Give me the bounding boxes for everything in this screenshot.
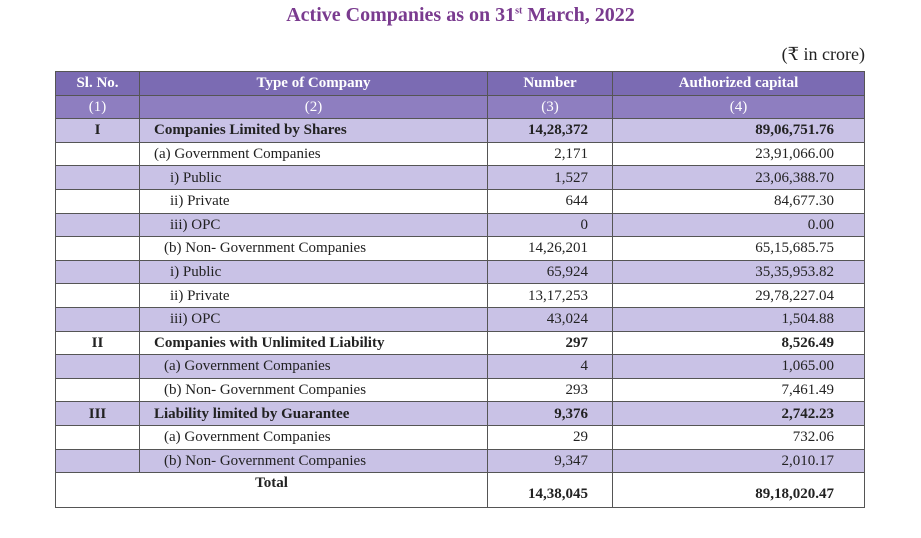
type-cell: i) Public [139,259,488,285]
col-header-type: Type of Company [139,71,488,96]
sl-cell [55,448,140,474]
capital-cell: 2,742.23 [612,401,865,426]
number-cell: 43,024 [487,306,613,332]
companies-table: Sl. No. Type of Company Number Authorize… [55,71,865,509]
sl-cell [55,259,140,285]
sl-cell [55,424,140,450]
sl-cell [55,354,140,379]
sl-cell [55,306,140,332]
type-cell: Companies with Unlimited Liability [139,330,488,356]
sl-cell [55,283,140,308]
header-row: Sl. No. Type of Company Number Authorize… [55,71,865,96]
table-row: i) Public 1,527 23,06,388.70 [55,165,865,190]
table-row: (a) Government Companies 29 732.06 [55,424,865,450]
capital-cell: 29,78,227.04 [612,283,865,308]
type-cell: (b) Non- Government Companies [139,448,488,474]
sl-cell: II [55,330,140,356]
capital-cell: 732.06 [612,424,865,450]
sl-cell [55,377,140,403]
table-row: iii) OPC 43,024 1,504.88 [55,306,865,332]
capital-cell: 8,526.49 [612,330,865,356]
capital-cell: 2,010.17 [612,448,865,474]
capital-cell: 84,677.30 [612,188,865,214]
total-row: Total 14,38,045 89,18,020.47 [55,472,865,509]
number-cell: 14,26,201 [487,236,613,261]
col-header-sl-no: Sl. No. [55,71,140,96]
sl-cell [55,212,140,238]
number-cell: 9,347 [487,448,613,474]
type-cell: (b) Non- Government Companies [139,377,488,403]
number-cell: 644 [487,188,613,214]
table-row: (b) Non- Government Companies 293 7,461.… [55,377,865,403]
number-cell: 293 [487,377,613,403]
number-cell: 13,17,253 [487,283,613,308]
number-cell: 9,376 [487,401,613,426]
sl-cell: I [55,118,140,143]
number-cell: 297 [487,330,613,356]
type-cell: Liability limited by Guarantee [139,401,488,426]
number-cell: 29 [487,424,613,450]
number-cell: 0 [487,212,613,238]
header-number-row: (1) (2) (3) (4) [55,94,865,120]
number-cell: 1,527 [487,165,613,190]
sl-cell: III [55,401,140,426]
capital-cell: 65,15,685.75 [612,236,865,261]
unit-note: (₹ in crore) [781,44,865,64]
total-number: 14,38,045 [487,472,613,509]
capital-cell: 7,461.49 [612,377,865,403]
type-cell: i) Public [139,165,488,190]
col-num-2: (2) [139,94,488,120]
table-row: iii) OPC 0 0.00 [55,212,865,238]
page-title: Active Companies as on 31st March, 2022 [286,4,635,26]
type-cell: ii) Private [139,283,488,308]
col-num-3: (3) [487,94,613,120]
col-header-capital: Authorized capital [612,71,865,96]
number-cell: 14,28,372 [487,118,613,143]
capital-cell: 23,06,388.70 [612,165,865,190]
number-cell: 4 [487,354,613,379]
table-row: ii) Private 644 84,677.30 [55,188,865,214]
total-capital: 89,18,020.47 [612,472,865,509]
total-label: Total [55,472,488,509]
sl-cell [55,188,140,214]
table-row: (a) Government Companies 2,171 23,91,066… [55,141,865,167]
type-cell: (a) Government Companies [139,354,488,379]
sl-cell [55,165,140,190]
table-row: II Companies with Unlimited Liability 29… [55,330,865,356]
capital-cell: 1,504.88 [612,306,865,332]
capital-cell: 23,91,066.00 [612,141,865,167]
type-cell: (a) Government Companies [139,424,488,450]
col-header-number: Number [487,71,613,96]
table-row: ii) Private 13,17,253 29,78,227.04 [55,283,865,308]
table-row: i) Public 65,924 35,35,953.82 [55,259,865,285]
table-row: (b) Non- Government Companies 14,26,201 … [55,236,865,261]
capital-cell: 89,06,751.76 [612,118,865,143]
capital-cell: 0.00 [612,212,865,238]
table-row: I Companies Limited by Shares 14,28,372 … [55,118,865,143]
capital-cell: 1,065.00 [612,354,865,379]
col-num-4: (4) [612,94,865,120]
capital-cell: 35,35,953.82 [612,259,865,285]
sl-cell [55,236,140,261]
type-cell: (b) Non- Government Companies [139,236,488,261]
number-cell: 65,924 [487,259,613,285]
table-row: III Liability limited by Guarantee 9,376… [55,401,865,426]
type-cell: iii) OPC [139,212,488,238]
table-row: (a) Government Companies 4 1,065.00 [55,354,865,379]
col-num-1: (1) [55,94,140,120]
table-row: (b) Non- Government Companies 9,347 2,01… [55,448,865,474]
type-cell: (a) Government Companies [139,141,488,167]
number-cell: 2,171 [487,141,613,167]
sl-cell [55,141,140,167]
type-cell: iii) OPC [139,306,488,332]
type-cell: ii) Private [139,188,488,214]
type-cell: Companies Limited by Shares [139,118,488,143]
